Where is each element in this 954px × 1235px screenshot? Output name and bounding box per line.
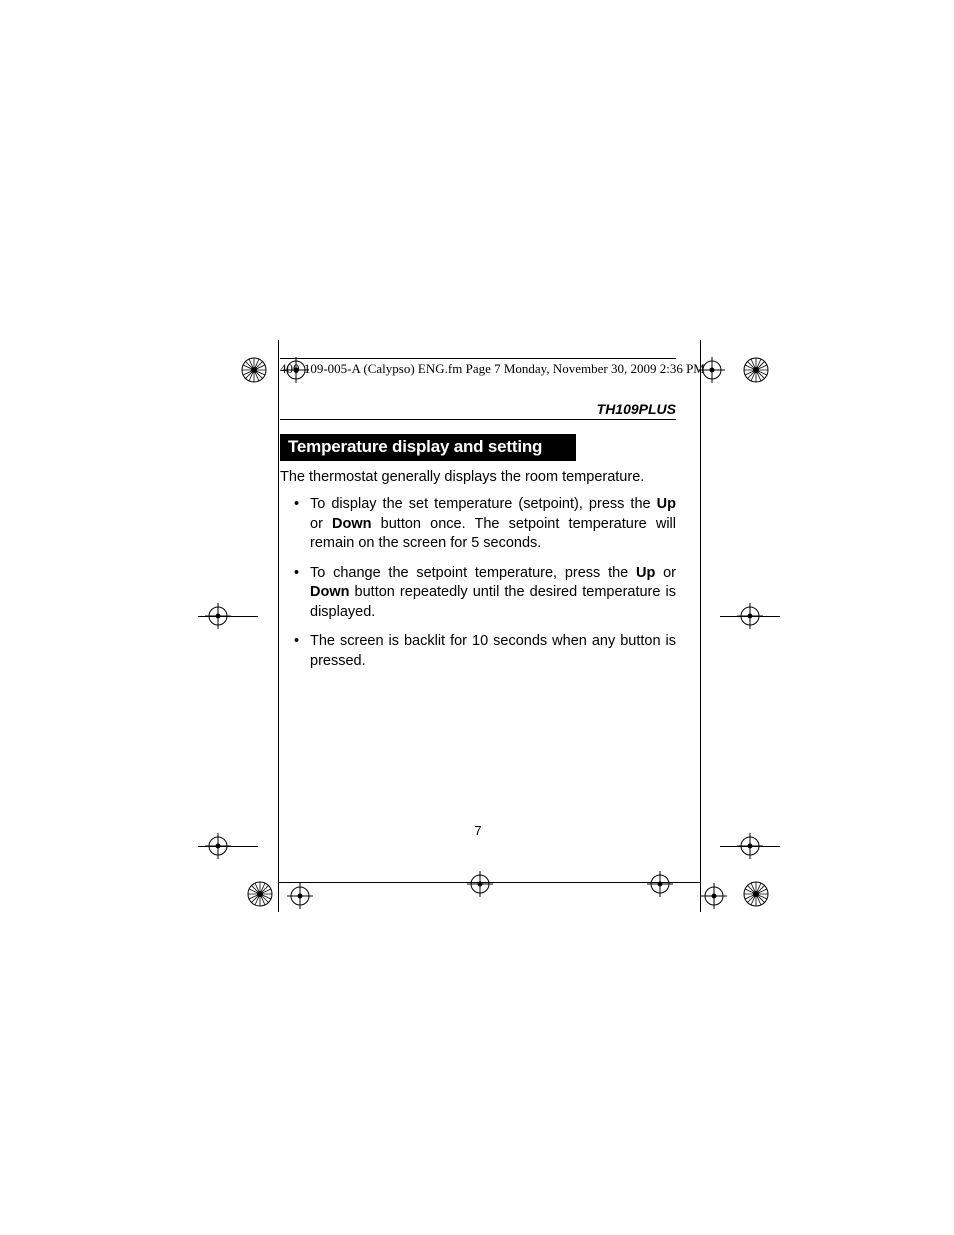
- list-item: The screen is backlit for 10 seconds whe…: [280, 632, 676, 671]
- model-name: TH109PLUS: [280, 401, 676, 417]
- bold-text: Down: [332, 516, 371, 532]
- text: The screen is backlit for 10 seconds whe…: [310, 633, 676, 669]
- registration-rule: [278, 882, 700, 883]
- starburst-icon: [247, 881, 273, 907]
- registration-rule: [198, 616, 258, 617]
- crosshair-icon: [701, 883, 727, 909]
- bold-text: Up: [657, 496, 676, 512]
- list-item: To change the setpoint temperature, pres…: [280, 564, 676, 623]
- text: To display the set temperature (setpoint…: [310, 496, 657, 512]
- text: or: [655, 565, 676, 581]
- registration-rule: [700, 340, 701, 912]
- bold-text: Down: [310, 584, 349, 600]
- list-item: To display the set temperature (setpoint…: [280, 495, 676, 554]
- crosshair-icon: [647, 871, 673, 897]
- registration-rule: [278, 340, 279, 912]
- registration-rule: [720, 846, 780, 847]
- section-title: Temperature display and setting: [280, 434, 576, 461]
- intro-text: The thermostat generally displays the ro…: [280, 469, 676, 485]
- header-rule: [280, 419, 676, 420]
- text: To change the setpoint temperature, pres…: [310, 565, 636, 581]
- crosshair-icon: [287, 883, 313, 909]
- manual-page: 400-109-005-A (Calypso) ENG.fm Page 7 Mo…: [280, 358, 676, 682]
- page-number: 7: [280, 823, 676, 838]
- text: button repeatedly until the desired temp…: [310, 584, 676, 620]
- starburst-icon: [743, 357, 769, 383]
- file-info-header: 400-109-005-A (Calypso) ENG.fm Page 7 Mo…: [280, 358, 676, 377]
- bullet-list: To display the set temperature (setpoint…: [280, 495, 676, 672]
- registration-rule: [720, 616, 780, 617]
- starburst-icon: [241, 357, 267, 383]
- bold-text: Up: [636, 565, 655, 581]
- crosshair-icon: [467, 871, 493, 897]
- starburst-icon: [743, 881, 769, 907]
- text: or: [310, 516, 332, 532]
- registration-rule: [198, 846, 258, 847]
